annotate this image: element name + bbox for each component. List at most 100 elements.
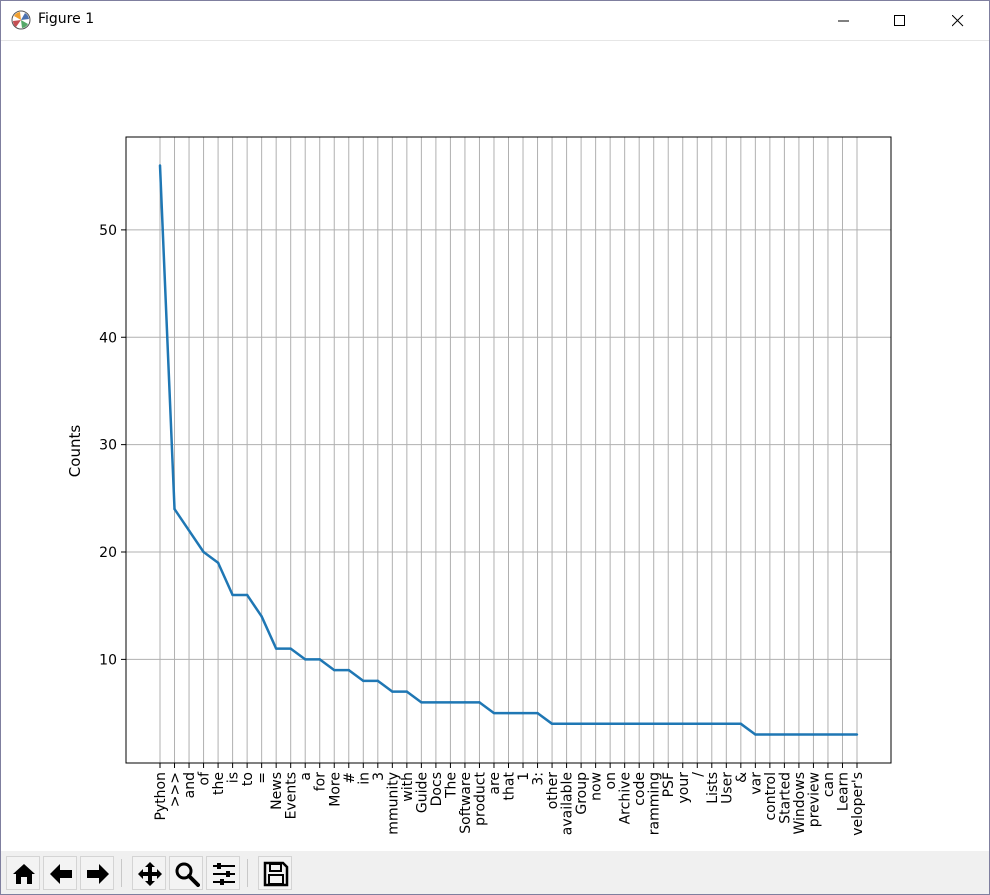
data-point	[173, 507, 176, 511]
grid-lines	[126, 137, 891, 763]
maximize-icon	[894, 15, 905, 26]
y-axis-label: Counts	[66, 425, 84, 478]
x-tick-label: 3:	[531, 772, 547, 786]
arrow-left-icon	[50, 864, 72, 884]
home-button[interactable]	[6, 856, 40, 890]
data-point	[405, 690, 409, 693]
magnifier-icon	[175, 862, 200, 887]
data-point	[855, 733, 859, 736]
maximize-button[interactable]	[877, 1, 923, 40]
x-tick-label: PSF	[661, 772, 677, 797]
data-point	[725, 722, 728, 726]
data-point	[274, 647, 278, 650]
data-point	[158, 164, 162, 167]
x-tick-label: product	[472, 772, 488, 826]
data-point	[202, 550, 205, 554]
pan-button[interactable]	[132, 856, 166, 890]
y-axis: 10 20 30 40 50	[99, 223, 126, 668]
data-point	[594, 722, 597, 726]
data-point	[216, 561, 220, 564]
move-icon	[138, 862, 162, 886]
x-tick-label: Archive	[618, 772, 634, 824]
data-points	[158, 164, 859, 736]
data-point	[434, 701, 438, 704]
forward-button[interactable]	[80, 856, 114, 890]
home-icon	[13, 864, 35, 884]
x-tick-label: #	[342, 772, 358, 784]
x-tick-label: Software	[458, 772, 474, 834]
data-point	[812, 733, 815, 736]
x-tick-label: Lists	[705, 772, 721, 804]
data-point	[260, 615, 263, 618]
x-tick-label: your	[676, 772, 692, 804]
matplotlib-figure-icon	[11, 10, 31, 30]
data-point	[710, 722, 713, 726]
data-point	[187, 529, 191, 532]
data-point	[841, 733, 844, 736]
data-point	[536, 711, 539, 715]
save-button[interactable]	[258, 856, 292, 890]
data-point	[550, 722, 554, 726]
data-point	[362, 679, 365, 683]
data-point	[565, 722, 568, 726]
line-chart: 10 20 30 40 50 Python>>>andoftheisto=NewsEve…	[66, 136, 892, 836]
zoom-button[interactable]	[169, 856, 203, 890]
data-point	[608, 722, 612, 726]
close-button[interactable]	[935, 1, 981, 40]
data-point	[420, 701, 423, 704]
toolbar-separator	[121, 859, 122, 887]
x-tick-label: of	[197, 771, 213, 786]
minimize-button[interactable]	[821, 1, 867, 40]
x-tick-label: User	[719, 772, 735, 804]
x-tick-label: =	[255, 772, 271, 784]
data-point	[507, 711, 510, 715]
configure-subplots-button[interactable]	[206, 856, 240, 890]
x-tick-label: Windows	[792, 772, 808, 835]
data-point	[637, 722, 641, 726]
data-point	[463, 701, 467, 704]
data-point	[492, 711, 496, 715]
data-point	[391, 690, 394, 693]
x-tick-label: Python	[153, 772, 169, 821]
window-title: Figure 1	[38, 11, 95, 27]
x-tick-label: veloper's	[850, 772, 866, 836]
x-tick-label: can	[821, 772, 837, 797]
data-point	[783, 733, 786, 736]
x-tick-label: &	[734, 772, 750, 783]
x-tick-label: >>>	[168, 772, 184, 807]
x-tick-label: ramming	[647, 772, 663, 835]
x-tick-label: in	[356, 772, 372, 785]
x-tick-label: /	[690, 772, 706, 777]
x-tick-label: available	[560, 772, 576, 835]
x-tick-label: now	[589, 772, 605, 801]
sliders-icon	[213, 863, 235, 885]
data-point	[231, 593, 234, 597]
arrow-right-icon	[87, 864, 109, 884]
floppy-disk-icon	[263, 861, 289, 887]
x-tick-label: 1	[516, 772, 532, 781]
data-point	[623, 722, 626, 726]
minimize-icon	[838, 20, 849, 22]
data-point	[667, 722, 670, 726]
title-bar[interactable]: Figure 1	[1, 1, 989, 41]
data-point	[449, 701, 452, 704]
x-tick-label: Group	[574, 772, 590, 815]
x-tick-label: on	[603, 772, 619, 789]
x-tick-label: and	[182, 772, 198, 798]
y-tick-label: 50	[99, 223, 117, 239]
back-button[interactable]	[43, 856, 77, 890]
x-tick-label: to	[240, 772, 256, 786]
x-tick-label: var	[748, 772, 764, 795]
x-tick-label: The	[443, 772, 459, 799]
data-point	[318, 658, 321, 661]
navigation-toolbar	[1, 851, 989, 894]
figure-canvas[interactable]: 10 20 30 40 50 Python >>> and of the is to = News Eve…	[1, 41, 989, 851]
x-tick-label: mmunity	[385, 772, 401, 835]
data-point	[245, 593, 249, 597]
x-tick-label: Docs	[429, 772, 445, 806]
data-point	[579, 722, 583, 726]
x-tick-label: for	[313, 772, 329, 791]
data-point	[478, 701, 481, 704]
data-point	[696, 722, 699, 726]
